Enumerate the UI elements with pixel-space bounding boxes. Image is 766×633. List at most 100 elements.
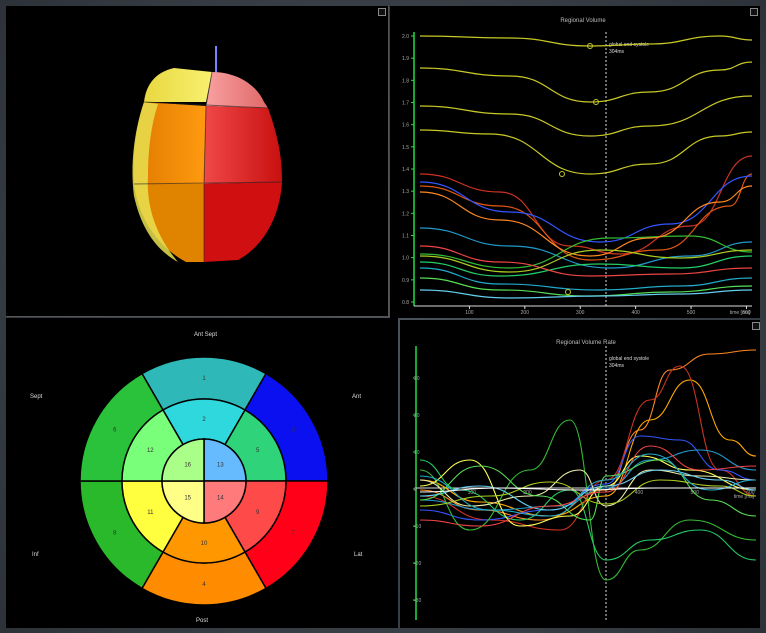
volume-curve	[419, 249, 753, 273]
rate-curve	[419, 469, 757, 507]
x-tick-label: 400	[635, 490, 644, 496]
segment-label-2: 2	[202, 417, 206, 423]
y-tick-label: 1.0	[402, 256, 409, 262]
x-tick-label: 400	[631, 310, 640, 316]
x-tick-label: 600	[746, 490, 755, 496]
volume-curve	[419, 61, 753, 103]
label-ant-sept: Ant Sept	[194, 332, 218, 338]
rate-curve	[419, 459, 757, 521]
segment-apex-pink	[206, 72, 268, 108]
y-tick-label: 30	[414, 376, 420, 382]
maximize-icon[interactable]	[752, 322, 760, 330]
segment-label-8: 8	[113, 531, 117, 537]
rate-curve	[419, 479, 757, 507]
y-tick-label: 1.4	[402, 167, 409, 173]
label-post: Post	[196, 618, 209, 624]
rate-curve	[419, 469, 757, 511]
y-tick-label: 1.2	[402, 211, 409, 217]
y-tick-label: 1.1	[402, 234, 409, 240]
volume-curve	[419, 227, 753, 269]
segment-label-10: 10	[201, 541, 208, 547]
rate-curve	[419, 487, 756, 493]
label-lat: Lat	[354, 552, 363, 558]
segment-13[interactable]	[203, 438, 247, 482]
segment-side-yellow	[132, 102, 178, 262]
segment-label-3: 3	[292, 428, 296, 434]
y-tick-label: 0.8	[402, 300, 409, 306]
rate-curve	[419, 455, 757, 527]
y-tick-label: 1.6	[402, 123, 409, 129]
x-tick-label: 100	[468, 490, 477, 496]
y-tick-label: 10	[414, 450, 420, 456]
segment-label-16: 16	[184, 463, 191, 469]
min-volume-marker	[587, 43, 593, 49]
y-tick-label: -30	[414, 598, 421, 604]
segment-mid-red	[204, 106, 282, 184]
y-tick-label: 1.7	[402, 101, 409, 107]
volume-curve	[419, 289, 753, 299]
volume-curve	[419, 185, 753, 257]
segment-apex-yellow	[144, 68, 212, 102]
segment-14[interactable]	[203, 480, 247, 524]
segment-16[interactable]	[161, 438, 205, 482]
segment-label-5: 5	[256, 448, 260, 454]
volume-curve	[419, 175, 753, 243]
segment-label-11: 11	[147, 510, 154, 516]
x-tick-label: 100	[465, 310, 474, 316]
y-tick-label: -20	[414, 561, 421, 567]
lv-3d-model[interactable]	[6, 6, 388, 316]
marker-time: 304ms	[609, 363, 625, 369]
marker-label: global end systole	[609, 356, 649, 362]
chart-title: Regional Volume Rate	[556, 340, 616, 346]
y-tick-label: 1.9	[402, 56, 409, 62]
x-tick-label: 600	[742, 310, 751, 316]
segment-label-15: 15	[184, 495, 191, 501]
volume-curve	[419, 267, 753, 291]
maximize-icon[interactable]	[750, 8, 758, 16]
x-tick-label: 200	[523, 490, 532, 496]
regional-volume-panel: Regional Volume 2.0 1.9 1.8 1.7 1.6 1.5 1.4 1.3 1…	[390, 6, 760, 318]
rate-curve	[419, 419, 757, 581]
y-tick-label: 1.3	[402, 189, 409, 195]
rate-curve	[419, 453, 757, 517]
y-tick-label: 0	[414, 487, 417, 493]
segment-basal-orange	[134, 184, 204, 262]
maximize-icon[interactable]	[378, 8, 386, 16]
x-tick-label: 300	[576, 310, 585, 316]
label-inf: Inf	[32, 552, 39, 558]
segment-label-14: 14	[217, 495, 224, 501]
x-axis-label: time [ms]	[734, 494, 755, 500]
segment-label-1: 1	[202, 376, 206, 382]
y-tick-label: -10	[414, 524, 421, 530]
min-volume-marker	[593, 99, 599, 105]
volume-curve	[419, 95, 753, 137]
marker-time: 304ms	[609, 49, 625, 55]
y-tick-label: 2.0	[402, 34, 409, 40]
segment-basal-red	[204, 182, 282, 262]
min-volume-marker	[559, 171, 565, 177]
segment-label-9: 9	[256, 510, 260, 516]
segment-label-13: 13	[217, 463, 224, 469]
regional-volume-chart[interactable]: Regional Volume 2.0 1.9 1.8 1.7 1.6 1.5 1.4 1.3 1…	[390, 6, 760, 318]
y-tick-label: 0.9	[402, 278, 409, 284]
lv-3d-view[interactable]	[6, 6, 389, 317]
chart-title: Regional Volume	[560, 18, 606, 24]
volume-curve	[419, 129, 753, 175]
rate-curve	[419, 365, 757, 531]
x-tick-label: 500	[687, 310, 696, 316]
segment-15[interactable]	[161, 480, 205, 524]
rate-curve	[419, 435, 757, 521]
volume-curve	[419, 235, 753, 269]
volume-curve	[419, 173, 753, 261]
x-axis-label: time [ms]	[730, 310, 751, 316]
min-volume-marker	[565, 289, 571, 295]
volume-curve	[419, 245, 753, 277]
rate-curve	[419, 445, 757, 527]
segment-label-4: 4	[202, 582, 206, 588]
y-tick-label: 1.8	[402, 78, 409, 84]
volume-curve	[419, 255, 753, 277]
segment-label-6: 6	[113, 428, 117, 434]
